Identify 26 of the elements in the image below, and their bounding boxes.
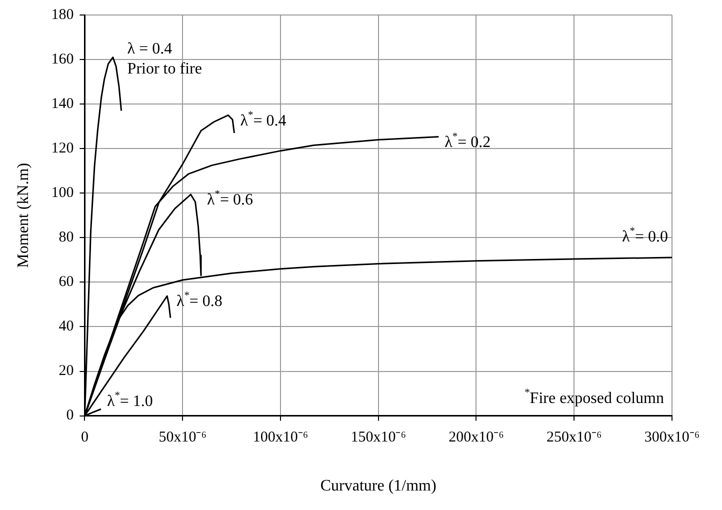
x-tick-label: 150x10⁻⁶	[350, 430, 406, 446]
x-tick-label: 300x10⁻⁶	[644, 430, 700, 446]
series-label: λ*= 1.0	[106, 390, 153, 410]
annotation: *Fire exposed column	[524, 387, 664, 408]
y-tick-label: 140	[51, 96, 74, 112]
x-tick-label: 50x10⁻⁶	[158, 430, 206, 446]
y-axis-title: Moment (kN.m)	[14, 162, 32, 268]
y-tick-label: 60	[58, 274, 74, 290]
series-label: λ = 0.4 Prior to fire	[127, 40, 202, 78]
y-tick-label: 120	[51, 140, 74, 157]
y-tick-label: 80	[58, 230, 74, 246]
series-label: λ*= 0.8	[176, 290, 222, 310]
series-label: λ*= 0.4	[240, 110, 286, 130]
y-tick-label: 180	[51, 6, 74, 23]
x-tick-label: 250x10⁻⁶	[546, 430, 602, 446]
x-tick-label: 200x10⁻⁶	[448, 430, 504, 446]
y-tick-label: 40	[58, 318, 74, 335]
y-tick-label: 160	[51, 51, 74, 68]
x-tick-label: 100x10⁻⁶	[252, 430, 308, 446]
x-tick-label: 0	[80, 430, 88, 446]
y-tick-label: 20	[58, 363, 74, 380]
x-axis-title: Curvature (1/mm)	[320, 478, 436, 495]
y-tick-label: 100	[51, 185, 74, 202]
y-tick-label: 0	[66, 408, 74, 424]
series-label: λ*= 0.2	[444, 131, 491, 151]
series-label: λ*= 0.0	[622, 226, 668, 246]
